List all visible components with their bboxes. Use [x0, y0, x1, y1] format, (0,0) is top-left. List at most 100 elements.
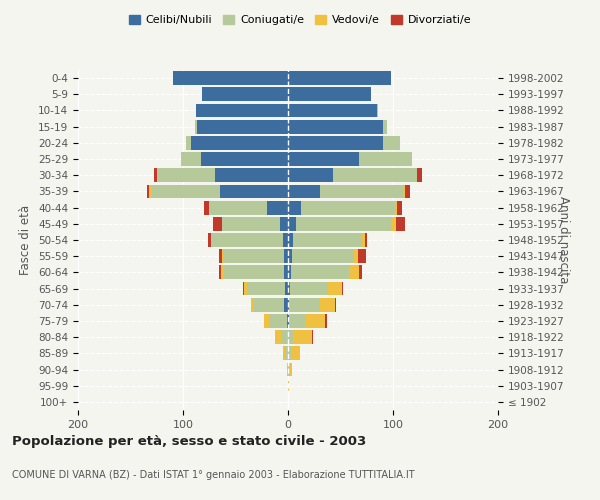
Bar — [333, 168, 417, 182]
Bar — [224, 266, 284, 280]
Bar — [280, 217, 288, 230]
Bar — [288, 330, 293, 344]
Bar — [335, 298, 337, 312]
Bar — [197, 120, 288, 134]
Bar — [222, 250, 223, 263]
Bar — [181, 152, 182, 166]
Bar — [359, 266, 362, 280]
Bar — [396, 217, 404, 230]
Bar — [220, 184, 288, 198]
Bar — [201, 152, 288, 166]
Bar — [251, 298, 254, 312]
Bar — [365, 233, 367, 247]
Bar — [288, 88, 371, 101]
Bar — [222, 217, 280, 230]
Bar — [288, 233, 293, 247]
Bar — [353, 250, 358, 263]
Bar — [383, 136, 400, 149]
Bar — [288, 346, 291, 360]
Text: Popolazione per età, sesso e stato civile - 2003: Popolazione per età, sesso e stato civil… — [12, 435, 366, 448]
Bar — [320, 298, 335, 312]
Bar — [218, 250, 222, 263]
Bar — [288, 217, 296, 230]
Bar — [288, 379, 289, 392]
Bar — [296, 217, 391, 230]
Bar — [267, 200, 288, 214]
Bar — [243, 282, 244, 296]
Bar — [361, 233, 365, 247]
Bar — [264, 314, 269, 328]
Bar — [306, 314, 325, 328]
Bar — [289, 362, 292, 376]
Bar — [291, 266, 349, 280]
Bar — [288, 362, 289, 376]
Bar — [288, 184, 320, 198]
Bar — [291, 346, 299, 360]
Y-axis label: Fasce di età: Fasce di età — [19, 205, 32, 275]
Bar — [215, 168, 288, 182]
Bar — [182, 152, 201, 166]
Bar — [154, 168, 157, 182]
Legend: Celibi/Nubili, Coniugati/e, Vedovi/e, Divorziati/e: Celibi/Nubili, Coniugati/e, Vedovi/e, Di… — [124, 10, 476, 29]
Bar — [288, 250, 292, 263]
Bar — [214, 217, 222, 230]
Bar — [341, 282, 343, 296]
Bar — [358, 250, 366, 263]
Bar — [293, 330, 312, 344]
Bar — [284, 250, 288, 263]
Bar — [293, 233, 361, 247]
Bar — [288, 200, 301, 214]
Bar — [194, 120, 197, 134]
Text: COMUNE DI VARNA (BZ) - Dati ISTAT 1° gennaio 2003 - Elaborazione TUTTITALIA.IT: COMUNE DI VARNA (BZ) - Dati ISTAT 1° gen… — [12, 470, 415, 480]
Bar — [151, 184, 220, 198]
Bar — [288, 168, 333, 182]
Bar — [157, 168, 215, 182]
Bar — [325, 314, 327, 328]
Bar — [285, 346, 288, 360]
Bar — [349, 266, 359, 280]
Bar — [328, 282, 341, 296]
Bar — [290, 282, 328, 296]
Bar — [288, 314, 289, 328]
Bar — [395, 200, 397, 214]
Bar — [211, 233, 283, 247]
Bar — [288, 152, 359, 166]
Bar — [285, 282, 288, 296]
Bar — [288, 136, 383, 149]
Bar — [301, 200, 395, 214]
Bar — [148, 184, 149, 198]
Bar — [288, 104, 377, 118]
Bar — [186, 136, 191, 149]
Bar — [281, 330, 288, 344]
Bar — [209, 200, 267, 214]
Bar — [288, 298, 289, 312]
Bar — [223, 250, 284, 263]
Bar — [292, 250, 353, 263]
Bar — [383, 120, 387, 134]
Bar — [218, 266, 221, 280]
Bar — [288, 71, 391, 85]
Bar — [284, 266, 288, 280]
Bar — [397, 200, 403, 214]
Bar — [289, 298, 320, 312]
Y-axis label: Anni di nascita: Anni di nascita — [557, 196, 570, 284]
Bar — [275, 330, 281, 344]
Bar — [173, 71, 288, 85]
Bar — [202, 88, 288, 101]
Bar — [269, 314, 287, 328]
Bar — [204, 200, 209, 214]
Bar — [208, 233, 211, 247]
Bar — [247, 282, 285, 296]
Bar — [287, 314, 288, 328]
Bar — [254, 298, 284, 312]
Bar — [221, 266, 224, 280]
Bar — [288, 282, 290, 296]
Bar — [417, 168, 422, 182]
Bar — [312, 330, 313, 344]
Bar — [283, 346, 285, 360]
Bar — [284, 298, 288, 312]
Bar — [288, 266, 291, 280]
Bar — [149, 184, 151, 198]
Bar — [404, 184, 410, 198]
Bar — [320, 184, 404, 198]
